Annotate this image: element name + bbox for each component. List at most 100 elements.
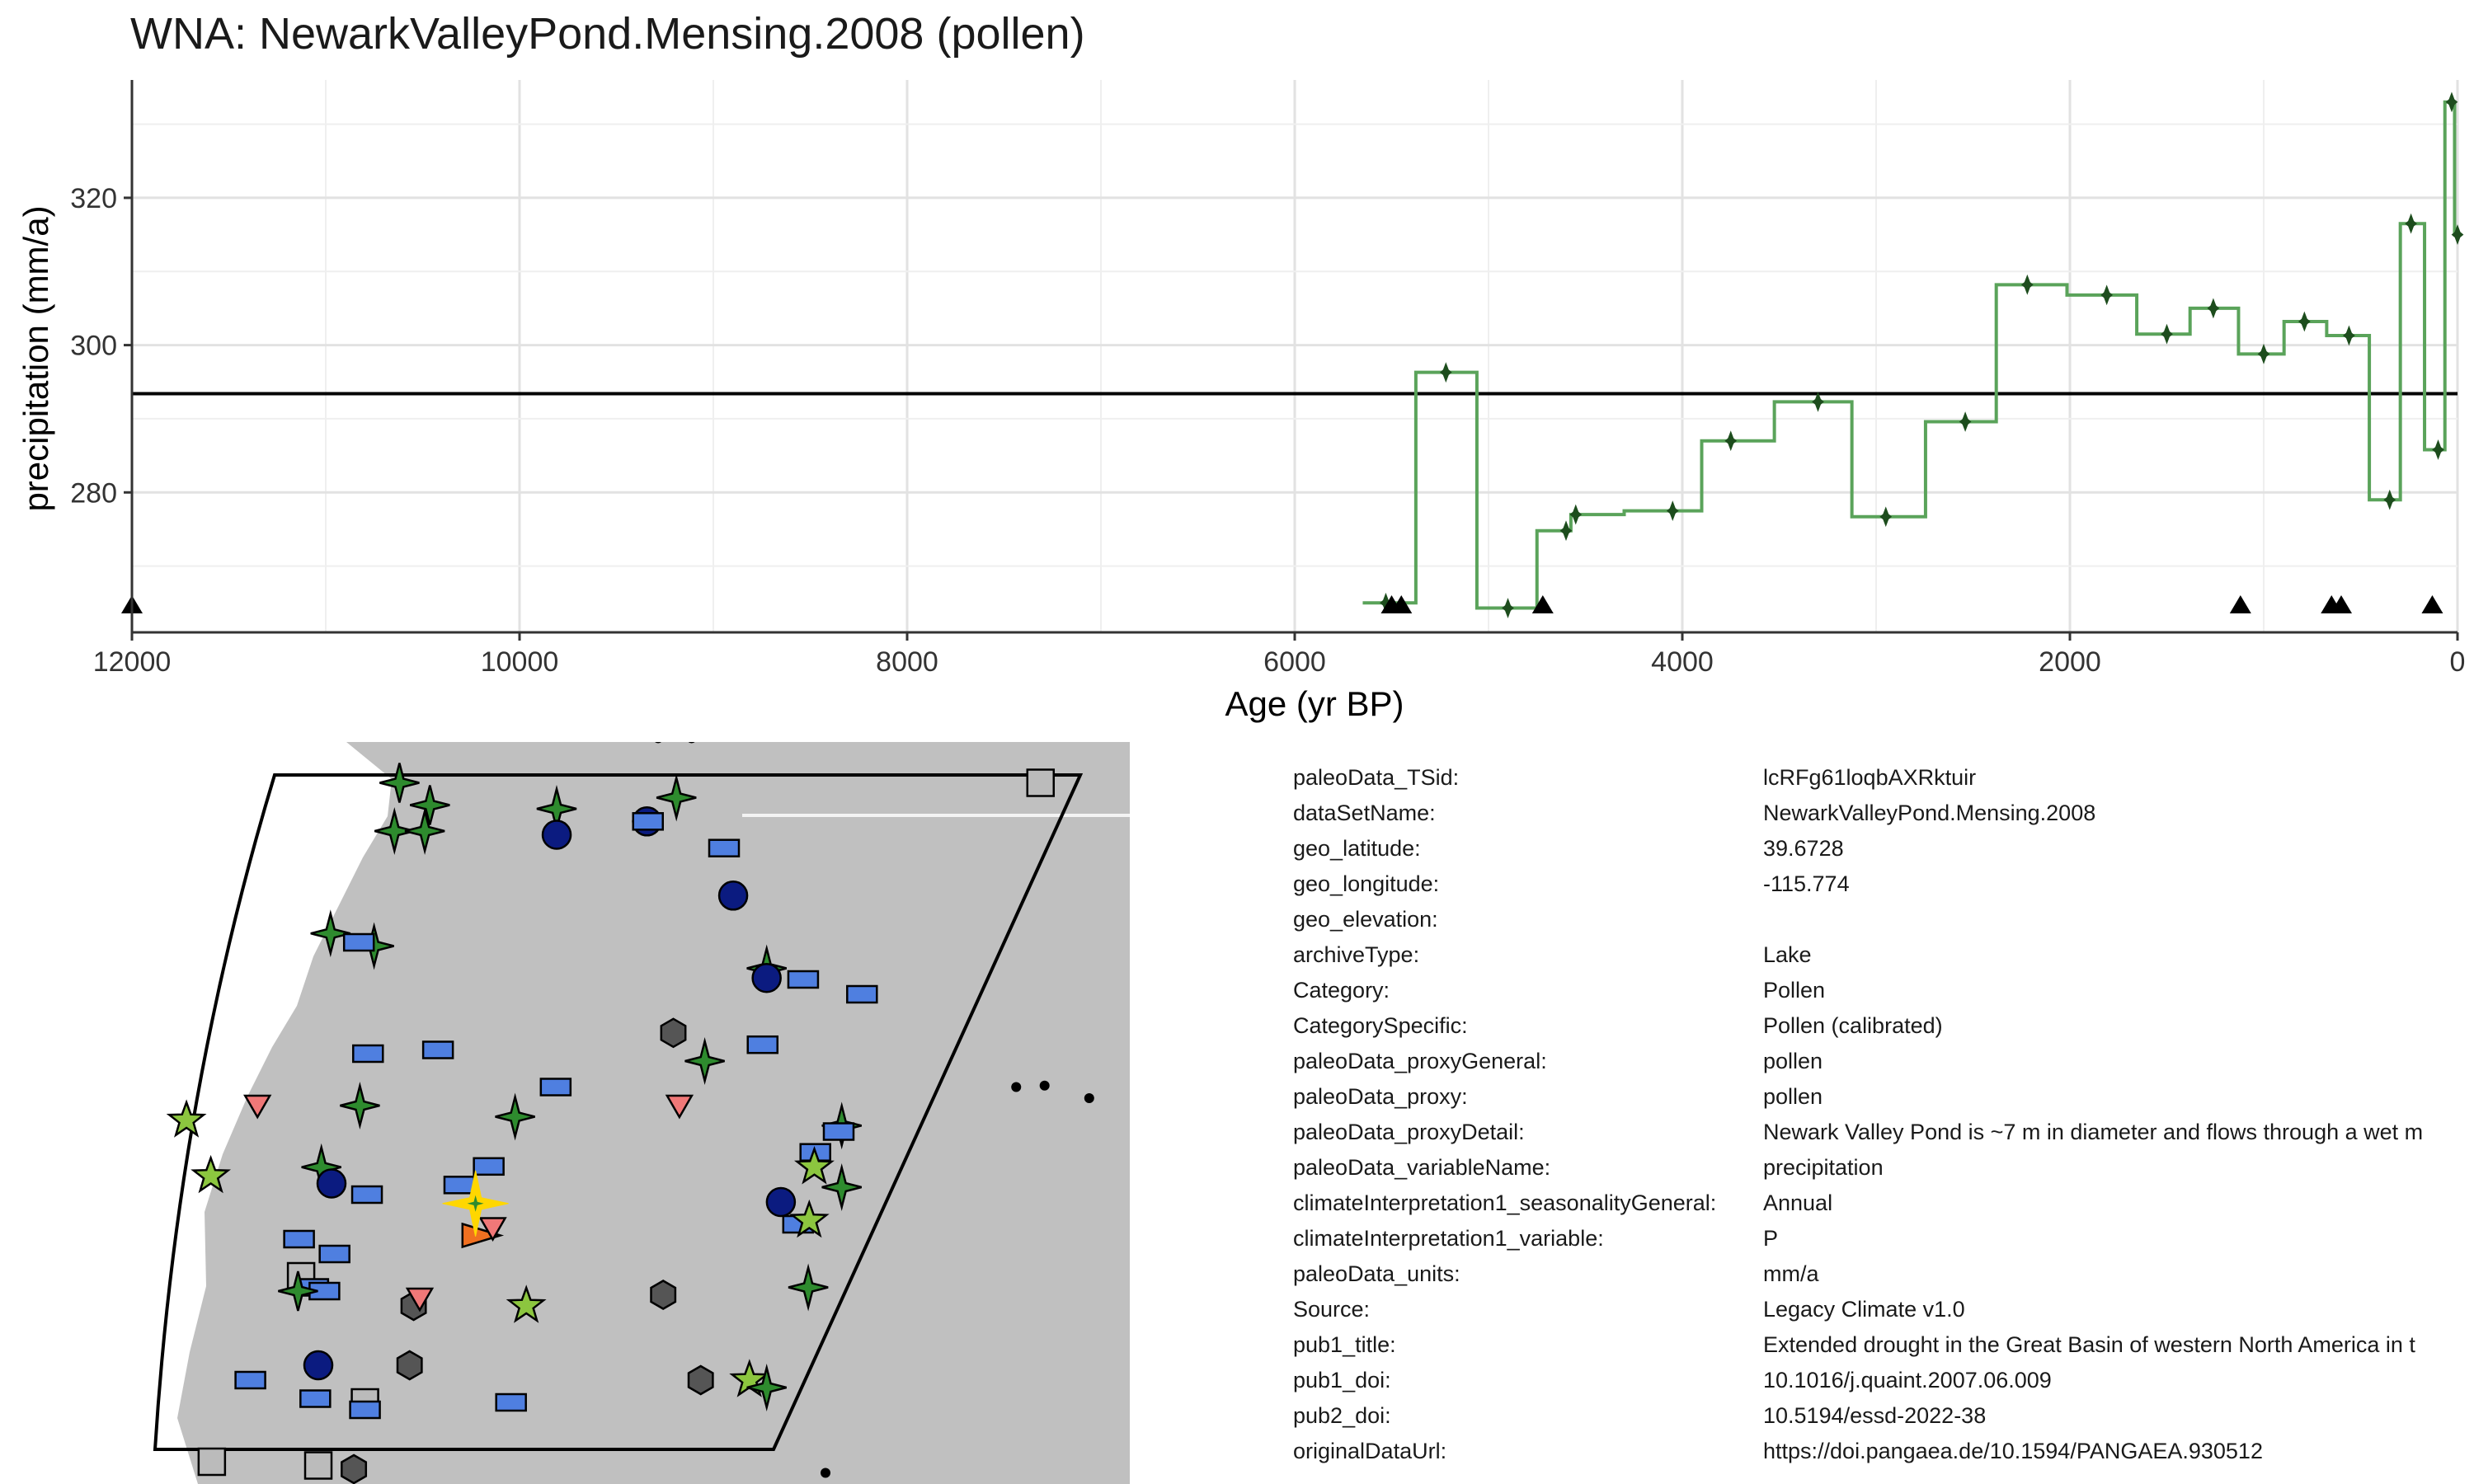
- metadata-key: climateInterpretation1_variable:: [1293, 1226, 1604, 1251]
- chart-title: WNA: NewarkValleyPond.Mensing.2008 (poll…: [130, 9, 1085, 59]
- metadata-row: geo_elevation:: [1293, 902, 2474, 937]
- data-point-marker: [1502, 598, 1514, 618]
- map-marker-star4: [788, 1263, 829, 1312]
- map-marker-star5: [793, 1146, 835, 1185]
- age-control-marker: [1531, 595, 1554, 613]
- map-marker-dot: [821, 1468, 830, 1478]
- x-tick-label: 10000: [481, 646, 559, 678]
- metadata-key: Category:: [1293, 978, 1390, 1003]
- map-marker-circle: [717, 881, 749, 911]
- data-point-marker: [2405, 213, 2417, 234]
- data-point-marker: [2445, 92, 2458, 113]
- map-marker-triangle-right: [461, 1222, 505, 1249]
- metadata-row: pub2_doi: 10.5194/essd-2022-38: [1293, 1398, 2474, 1434]
- metadata-value: precipitation: [1763, 1155, 1884, 1180]
- data-point-marker: [2383, 489, 2396, 510]
- data-point-marker: [1439, 362, 1452, 383]
- age-markers: [121, 595, 2443, 613]
- map-marker-rect: [342, 932, 375, 952]
- map-marker-rect: [352, 1044, 384, 1064]
- metadata-key: climateInterpretation1_seasonalityGenera…: [1293, 1190, 1717, 1215]
- map-marker-rect: [350, 1185, 383, 1205]
- data-point-marker: [2207, 298, 2220, 319]
- metadata-row: dataSetName: NewarkValleyPond.Mensing.200…: [1293, 796, 2474, 831]
- metadata-value: NewarkValleyPond.Mensing.2008: [1763, 801, 2096, 825]
- map-marker-star4: [656, 773, 697, 822]
- metadata-key: paleoData_proxy:: [1293, 1084, 1468, 1109]
- y-tick-label: 320: [70, 183, 117, 214]
- map-marker-star4: [354, 922, 394, 970]
- map-marker-rect: [632, 812, 664, 831]
- metadata-row: climateInterpretation1_variable: P: [1293, 1221, 2474, 1256]
- age-control-marker: [2331, 595, 2352, 613]
- metadata-value: Lake: [1763, 942, 1812, 967]
- x-axis-title: Age (yr BP): [1225, 684, 1404, 723]
- metadata-key: geo_elevation:: [1293, 907, 1438, 932]
- metadata-key: paleoData_units:: [1293, 1261, 1460, 1286]
- metadata-value: 39.6728: [1763, 836, 1844, 861]
- metadata-value: Legacy Climate v1.0: [1763, 1297, 1965, 1322]
- map-marker-rect: [846, 984, 878, 1004]
- metadata-value: 10.5194/essd-2022-38: [1763, 1403, 1987, 1428]
- metadata-key: paleoData_variableName:: [1293, 1155, 1551, 1180]
- tick-labels: 12000 10000 8000 6000 4000 2000 0 280 300 320: [70, 183, 2465, 678]
- site-location-star-icon: [442, 1170, 509, 1237]
- x-tick-label: 2000: [2039, 646, 2101, 678]
- metadata-key: paleoData_proxyGeneral:: [1293, 1049, 1547, 1073]
- metadata-row: pub1_title: Extended drought in the Great…: [1293, 1327, 2474, 1363]
- x-tick-label: 8000: [876, 646, 938, 678]
- data-point-marker: [1959, 411, 1972, 432]
- metadata-value: 10.1016/j.quaint.2007.06.009: [1763, 1368, 2052, 1392]
- site-center-marker: [467, 1195, 484, 1212]
- x-tick-label: 6000: [1263, 646, 1326, 678]
- map-marker-dot: [1011, 1082, 1022, 1092]
- map-marker-star4: [340, 1082, 380, 1129]
- map-marker-star4: [301, 1143, 342, 1191]
- map-marker-star5: [506, 1284, 547, 1323]
- metadata-key: archiveType:: [1293, 942, 1420, 967]
- map-marker-circle: [316, 1168, 347, 1199]
- metadata-key: geo_latitude:: [1293, 836, 1421, 861]
- data-point-marker: [1569, 504, 1583, 525]
- map-marker-square: [197, 1447, 227, 1477]
- metadata-row: paleoData_proxyDetail: Newark Valley Pond…: [1293, 1115, 2474, 1150]
- metadata-value: pollen: [1763, 1049, 1823, 1073]
- metadata-row: CategorySpecific: Pollen (calibrated): [1293, 1008, 2474, 1044]
- map-marker-rect: [708, 838, 741, 857]
- land-mass: [177, 742, 1130, 1484]
- map-marker-star4: [746, 1364, 788, 1411]
- map-marker-rect: [782, 1214, 815, 1234]
- metadata-row: paleoData_TSid: lcRFg61loqbAXRktuir: [1293, 760, 2474, 796]
- metadata-key: paleoData_TSid:: [1293, 765, 1460, 790]
- metadata-row: Source: Legacy Climate v1.0: [1293, 1292, 2474, 1327]
- map-marker-square: [1026, 768, 1056, 797]
- map-marker-rect: [799, 1143, 831, 1162]
- metadata-value: -115.774: [1763, 871, 1850, 896]
- map-marker-rect: [234, 1370, 266, 1390]
- metadata-row: originalDataUrl: https://doi.pangaea.de/1…: [1293, 1434, 2474, 1469]
- data-point-marker: [2161, 323, 2173, 345]
- map-marker-rect: [318, 1244, 350, 1264]
- map-marker-dot: [655, 742, 662, 744]
- metadata-key: dataSetName:: [1293, 801, 1436, 825]
- map-marker-hexagon: [650, 1280, 677, 1310]
- metadata-row: pub1_doi: 10.1016/j.quaint.2007.06.009: [1293, 1363, 2474, 1398]
- map-marker-dot: [1039, 1080, 1050, 1091]
- metadata-value: Extended drought in the Great Basin of w…: [1763, 1332, 2415, 1357]
- data-point-marker: [2100, 284, 2114, 306]
- map-marker-triangle-down: [405, 1287, 435, 1313]
- map-marker-rect: [308, 1281, 341, 1301]
- metadata-row: paleoData_variableName: precipitation: [1293, 1150, 2474, 1186]
- metadata-value: Pollen (calibrated): [1763, 1013, 1943, 1038]
- metadata-value: https://doi.pangaea.de/10.1594/PANGAEA.9…: [1763, 1439, 2263, 1463]
- map-marker-star4: [821, 1101, 863, 1150]
- metadata-key: originalDataUrl:: [1293, 1439, 1447, 1463]
- map-marker-square: [303, 1451, 333, 1480]
- map-marker-rect: [283, 1229, 315, 1249]
- timeseries-chart: 12000 10000 8000 6000 4000 2000 0 280 300 320 Age…: [16, 80, 2465, 723]
- y-tick-label: 280: [70, 477, 117, 509]
- region-outline: [153, 773, 1084, 1451]
- map-marker-star4: [379, 763, 420, 803]
- map-marker-star4: [310, 909, 351, 958]
- data-point-marker: [1559, 520, 1573, 542]
